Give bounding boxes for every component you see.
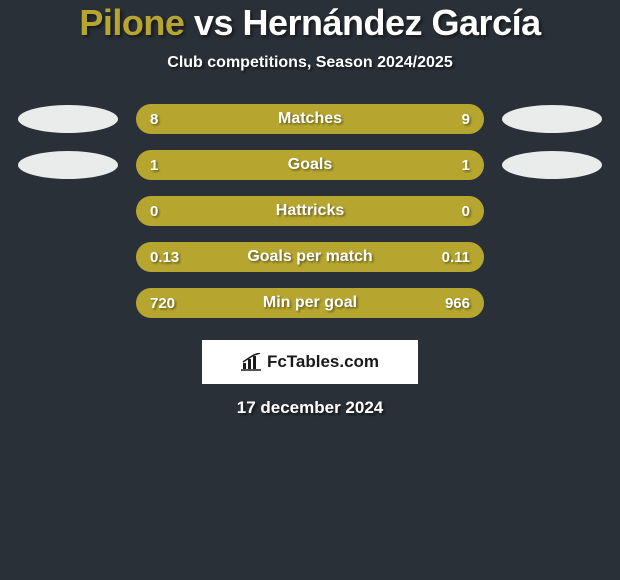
stat-label: Goals <box>288 156 332 174</box>
stat-row: 0 Hattricks 0 <box>0 196 620 226</box>
stat-right-value: 0.11 <box>442 249 470 266</box>
ellipse-left <box>18 289 118 317</box>
player2-name: Hernández García <box>242 2 540 43</box>
ellipse-left <box>18 151 118 179</box>
stat-right-value: 1 <box>462 157 470 174</box>
stat-bar: 8 Matches 9 <box>136 104 484 134</box>
date-text: 17 december 2024 <box>0 398 620 418</box>
stat-bar: 0 Hattricks 0 <box>136 196 484 226</box>
stat-label: Matches <box>278 110 342 128</box>
logo-box: FcTables.com <box>202 340 418 384</box>
ellipse-left <box>18 243 118 271</box>
logo-text: FcTables.com <box>267 352 379 372</box>
stat-label: Hattricks <box>276 202 344 220</box>
ellipse-left <box>18 105 118 133</box>
stat-label: Goals per match <box>247 248 372 266</box>
ellipse-right <box>502 151 602 179</box>
bar-chart-icon <box>241 353 263 371</box>
stat-row: 720 Min per goal 966 <box>0 288 620 318</box>
stats-rows: 8 Matches 9 1 Goals 1 0 Hattricks 0 0.13 Goals per… <box>0 104 620 318</box>
stat-left-value: 8 <box>150 111 158 128</box>
stat-row: 1 Goals 1 <box>0 150 620 180</box>
stat-label: Min per goal <box>263 294 357 312</box>
stat-right-value: 966 <box>445 295 470 312</box>
subtitle: Club competitions, Season 2024/2025 <box>0 54 620 72</box>
stat-bar: 1 Goals 1 <box>136 150 484 180</box>
stat-left-value: 0.13 <box>150 249 179 266</box>
stat-bar: 0.13 Goals per match 0.11 <box>136 242 484 272</box>
player1-name: Pilone <box>79 2 184 43</box>
stat-left-value: 0 <box>150 203 158 220</box>
stat-row: 8 Matches 9 <box>0 104 620 134</box>
stat-row: 0.13 Goals per match 0.11 <box>0 242 620 272</box>
stat-left-value: 1 <box>150 157 158 174</box>
stat-bar: 720 Min per goal 966 <box>136 288 484 318</box>
stat-left-value: 720 <box>150 295 175 312</box>
ellipse-right <box>502 197 602 225</box>
stat-right-value: 0 <box>462 203 470 220</box>
vs-text: vs <box>194 2 233 43</box>
stat-right-value: 9 <box>462 111 470 128</box>
ellipse-right <box>502 243 602 271</box>
ellipse-right <box>502 289 602 317</box>
ellipse-left <box>18 197 118 225</box>
page-title: Pilone vs Hernández García <box>0 2 620 44</box>
ellipse-right <box>502 105 602 133</box>
